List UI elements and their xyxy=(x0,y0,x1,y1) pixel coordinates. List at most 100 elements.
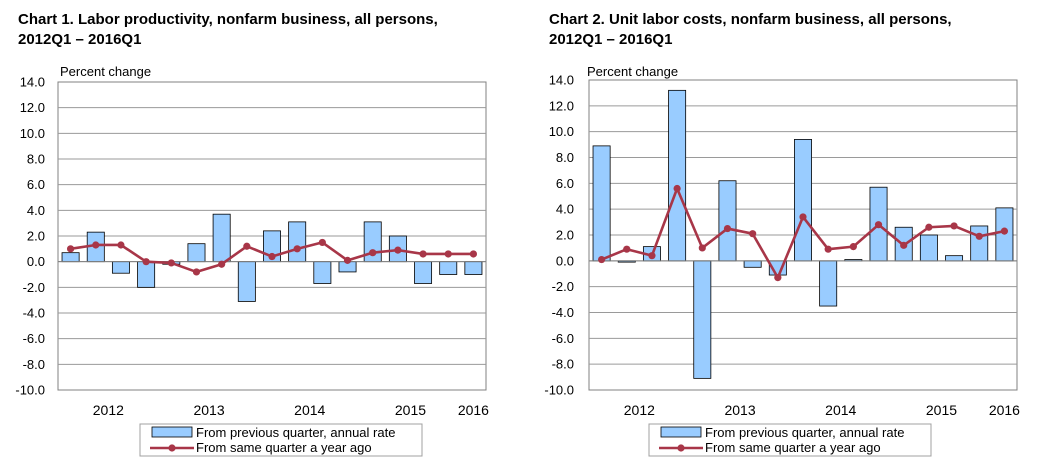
line-point xyxy=(799,213,807,221)
bar xyxy=(794,139,812,262)
y-tick-label: 14.0 xyxy=(549,73,574,88)
legend-swatch-bar xyxy=(660,426,702,438)
y-tick-label: -6.0 xyxy=(552,331,574,346)
chart-title: Chart 2. Unit labor costs, nonfarm busin… xyxy=(549,10,1049,50)
line-point xyxy=(1000,227,1009,235)
line-point xyxy=(369,249,377,257)
x-tick-label: 2013 xyxy=(724,402,755,418)
line-point xyxy=(723,224,732,233)
bar xyxy=(288,221,307,263)
x-tick-label: 2012 xyxy=(93,402,124,418)
y-tick-label: 4.0 xyxy=(27,203,45,218)
bar xyxy=(414,261,433,284)
legend-label: From previous quarter, annual rate xyxy=(196,425,395,440)
x-tick-label: 2013 xyxy=(193,402,224,418)
line-point xyxy=(749,230,757,238)
y-tick-label: 12.0 xyxy=(20,100,45,115)
y-tick-label: 4.0 xyxy=(556,202,574,217)
line-point xyxy=(698,244,706,252)
chart-title: Chart 1. Labor productivity, nonfarm bus… xyxy=(18,10,518,50)
chart-title-line-2: 2012Q1 – 2016Q1 xyxy=(549,31,673,48)
line-point xyxy=(167,259,175,267)
bar xyxy=(187,243,206,263)
y-tick-label: 14.0 xyxy=(20,75,45,90)
line-point xyxy=(469,250,478,258)
bar xyxy=(970,225,989,262)
bar xyxy=(592,145,611,262)
bar xyxy=(945,255,964,262)
y-tick-label: 8.0 xyxy=(27,152,45,167)
y-tick-label: 0.0 xyxy=(27,254,45,269)
line-point xyxy=(394,246,402,254)
bar xyxy=(237,261,256,302)
line-point xyxy=(925,223,933,231)
y-tick-label: 2.0 xyxy=(556,228,574,243)
line-point xyxy=(192,268,201,276)
bar xyxy=(919,234,938,262)
y-tick-label: 2.0 xyxy=(27,229,45,244)
bar xyxy=(212,213,231,263)
line-point xyxy=(343,256,352,264)
line-point xyxy=(849,243,857,251)
bar xyxy=(313,261,332,284)
y-tick-label: -8.0 xyxy=(23,357,45,372)
bar xyxy=(693,260,712,379)
y-tick-label: 10.0 xyxy=(20,126,45,141)
chart-title-line-2: 2012Q1 – 2016Q1 xyxy=(18,31,142,48)
line-point xyxy=(623,245,631,253)
line-point xyxy=(874,221,883,229)
legend-label: From previous quarter, annual rate xyxy=(705,425,904,440)
line-point xyxy=(142,258,150,266)
line-point xyxy=(66,245,75,253)
y-tick-label: -2.0 xyxy=(552,279,574,294)
line-point xyxy=(975,232,983,240)
y-tick-label: -10.0 xyxy=(15,383,45,398)
y-axis-label: Percent change xyxy=(60,64,151,79)
line-point xyxy=(218,260,226,268)
chart-labor-productivity: Chart 1. Labor productivity, nonfarm bus… xyxy=(15,10,518,457)
bar xyxy=(819,260,838,307)
line-point xyxy=(900,241,908,249)
y-tick-label: -2.0 xyxy=(23,280,45,295)
y-tick-label: 6.0 xyxy=(27,177,45,192)
x-tick-label: 2014 xyxy=(294,402,325,418)
y-tick-label: 12.0 xyxy=(549,98,574,113)
bar xyxy=(718,180,737,262)
bar xyxy=(61,252,80,263)
y-tick-label: -4.0 xyxy=(552,305,574,320)
chart-title-line-1: Chart 2. Unit labor costs, nonfarm busin… xyxy=(549,11,952,28)
line-point xyxy=(950,222,958,230)
line-point xyxy=(774,274,782,282)
y-tick-label: 0.0 xyxy=(556,253,574,268)
y-tick-label: -10.0 xyxy=(544,383,574,398)
x-tick-label: 2012 xyxy=(624,402,655,418)
legend-swatch-marker xyxy=(677,444,685,452)
chart-unit-labor-costs: Chart 2. Unit labor costs, nonfarm busin… xyxy=(531,0,1062,465)
y-tick-label: -8.0 xyxy=(552,357,574,372)
y-axis-label: Percent change xyxy=(587,64,678,79)
legend-label: From same quarter a year ago xyxy=(196,440,372,455)
chart-plot: 14.0 12.0 10.0 8.0 6.0 4.0 2.0 0.0 -2.0 -4.0 -6.0 -… xyxy=(544,64,1020,457)
line-point xyxy=(243,242,251,250)
bar xyxy=(743,260,762,268)
x-tick-label: 2015 xyxy=(395,402,426,418)
y-tick-label: -6.0 xyxy=(23,331,45,346)
line-point xyxy=(318,238,326,247)
x-tick-label: 2016 xyxy=(989,402,1020,418)
bar xyxy=(137,261,156,288)
y-tick-label: 6.0 xyxy=(556,176,574,191)
x-tick-label: 2016 xyxy=(458,402,489,418)
line-point xyxy=(597,255,606,264)
x-tick-label: 2015 xyxy=(926,402,957,418)
y-tick-label: 10.0 xyxy=(549,124,574,139)
legend-label: From same quarter a year ago xyxy=(705,440,881,455)
bar xyxy=(111,261,130,274)
x-tick-label: 2014 xyxy=(825,402,856,418)
line-point xyxy=(117,241,125,249)
line-point xyxy=(673,184,681,193)
line-point xyxy=(293,245,301,253)
chart-plot: 14.0 12.0 10.0 8.0 6.0 4.0 2.0 0.0 -2.0 -4.0 -6.0 -… xyxy=(15,64,489,457)
chart-title-line-1: Chart 1. Labor productivity, nonfarm bus… xyxy=(18,11,438,28)
